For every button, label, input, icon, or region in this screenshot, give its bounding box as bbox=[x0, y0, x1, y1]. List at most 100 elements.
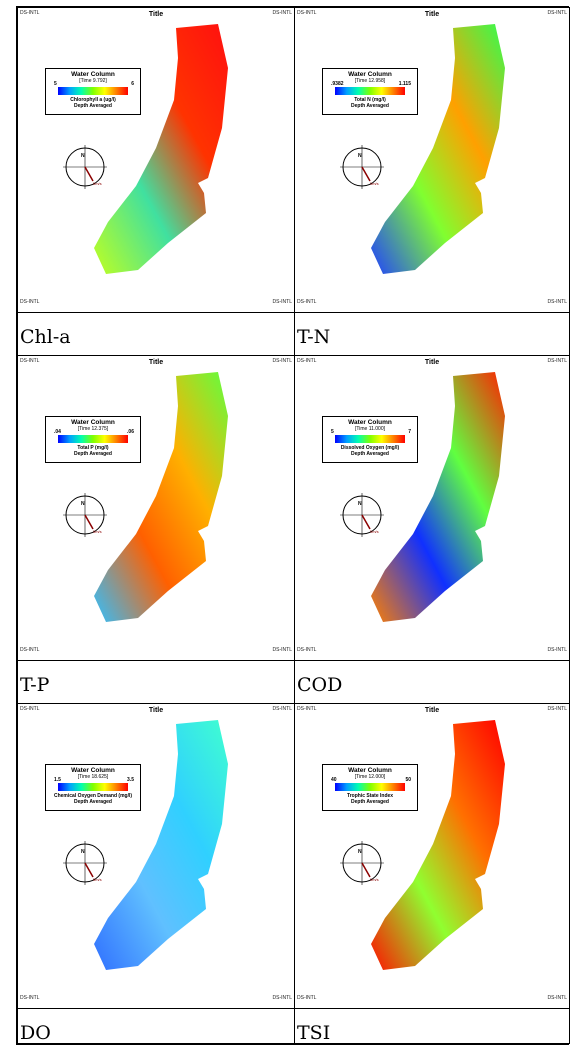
watermark-bottom-right: DS-INTL bbox=[547, 647, 567, 653]
watermark-top-left: DS-INTL bbox=[20, 358, 40, 364]
current-arrow-icon bbox=[84, 166, 94, 182]
watermark-bottom-right: DS-INTL bbox=[272, 647, 292, 653]
watermark-top-left: DS-INTL bbox=[297, 706, 317, 712]
watermark-bottom-left: DS-INTL bbox=[20, 647, 40, 653]
legend-colorbar bbox=[335, 435, 405, 443]
legend-min: 1.5 bbox=[54, 777, 61, 783]
color-legend: Water Column [Time 9.792] 5 6 Chlorophyl… bbox=[45, 68, 141, 115]
panel-title: Title bbox=[148, 359, 164, 366]
legend-time: [Time 18.625] bbox=[77, 774, 109, 780]
panel-label: T-P bbox=[20, 674, 50, 696]
map-area: Title DS-INTL DS-INTL DS-INTL DS-INTL Wa… bbox=[18, 356, 294, 661]
legend-max: 1.115 bbox=[398, 81, 411, 87]
lake-contour-map bbox=[371, 372, 505, 622]
watermark-bottom-right: DS-INTL bbox=[547, 995, 567, 1001]
lake-shape bbox=[94, 372, 228, 622]
north-label: N bbox=[358, 501, 362, 507]
panel-title: Title bbox=[424, 11, 440, 18]
compass-icon: N 5m/s bbox=[63, 841, 107, 885]
watermark-top-right: DS-INTL bbox=[272, 358, 292, 364]
legend-colorbar bbox=[58, 435, 128, 443]
legend-min: .04 bbox=[54, 429, 61, 435]
lake-shape bbox=[371, 720, 505, 970]
lake-contour-map bbox=[371, 24, 505, 274]
map-area: Title DS-INTL DS-INTL DS-INTL DS-INTL Wa… bbox=[295, 356, 569, 661]
compass-icon: N 5m/s bbox=[63, 493, 107, 537]
legend-variable: Chlorophyll a (ug/l) Depth Averaged bbox=[70, 97, 116, 109]
legend-header: Water Column bbox=[71, 71, 115, 78]
legend-header: Water Column bbox=[348, 71, 392, 78]
current-arrow-icon bbox=[361, 862, 371, 878]
current-arrow-icon bbox=[84, 862, 94, 878]
panel-label: Chl-a bbox=[20, 326, 71, 348]
watermark-top-right: DS-INTL bbox=[547, 10, 567, 16]
speed-label: 5m/s bbox=[93, 529, 102, 534]
compass-icon: N 5m/s bbox=[340, 145, 384, 189]
speed-label: 5m/s bbox=[93, 877, 102, 882]
color-legend: Water Column [Time 18.625] 1.5 3.5 Chemi… bbox=[45, 764, 141, 811]
color-legend: Water Column [Time 12.000] 40 50 Trophic… bbox=[322, 764, 418, 811]
legend-max: .06 bbox=[127, 429, 134, 435]
compass-icon: N 5m/s bbox=[63, 145, 107, 189]
legend-time: [Time 9.792] bbox=[79, 78, 107, 84]
legend-min: 5 bbox=[54, 81, 57, 87]
color-legend: Water Column [Time 11.000] 5 7 Dissolved… bbox=[322, 416, 418, 463]
color-legend: Water Column [Time 12.958] .9382 1.115 T… bbox=[322, 68, 418, 115]
map-area: Title DS-INTL DS-INTL DS-INTL DS-INTL Wa… bbox=[295, 8, 569, 313]
north-label: N bbox=[358, 849, 362, 855]
speed-label: 5m/s bbox=[370, 181, 379, 186]
watermark-bottom-left: DS-INTL bbox=[297, 299, 317, 305]
panel-title: Title bbox=[424, 707, 440, 714]
panel-title: Title bbox=[148, 11, 164, 18]
legend-colorbar bbox=[335, 783, 405, 791]
watermark-bottom-right: DS-INTL bbox=[272, 995, 292, 1001]
speed-label: 5m/s bbox=[370, 877, 379, 882]
lake-shape bbox=[94, 720, 228, 970]
watermark-top-left: DS-INTL bbox=[297, 10, 317, 16]
lake-contour-map bbox=[371, 720, 505, 970]
compass-icon: N 5m/s bbox=[340, 493, 384, 537]
legend-variable: Chemical Oxygen Demand (mg/l) Depth Avera… bbox=[53, 793, 133, 805]
legend-header: Water Column bbox=[71, 419, 115, 426]
panel-label: DO bbox=[20, 1022, 51, 1044]
map-panel-1: Title DS-INTL DS-INTL DS-INTL DS-INTL Wa… bbox=[17, 7, 295, 356]
legend-max: 6 bbox=[131, 81, 134, 87]
lake-contour-map bbox=[94, 372, 228, 622]
legend-time: [Time 12.375] bbox=[77, 426, 109, 432]
legend-colorbar bbox=[58, 87, 128, 95]
legend-header: Water Column bbox=[71, 767, 115, 774]
legend-min: 5 bbox=[331, 429, 334, 435]
lake-shape bbox=[94, 24, 228, 274]
map-panel-3: Title DS-INTL DS-INTL DS-INTL DS-INTL Wa… bbox=[17, 355, 295, 704]
legend-max: 50 bbox=[405, 777, 411, 783]
legend-time: [Time 12.958] bbox=[354, 78, 386, 84]
lake-shape bbox=[371, 372, 505, 622]
speed-label: 5m/s bbox=[370, 529, 379, 534]
map-panel-2: Title DS-INTL DS-INTL DS-INTL DS-INTL Wa… bbox=[294, 7, 570, 356]
legend-variable: Dissolved Oxygen (mg/l) Depth Averaged bbox=[340, 445, 400, 457]
watermark-bottom-left: DS-INTL bbox=[297, 647, 317, 653]
lake-shape bbox=[371, 24, 505, 274]
legend-variable: Total P (mg/l) Depth Averaged bbox=[74, 445, 112, 457]
north-label: N bbox=[358, 153, 362, 159]
legend-max: 3.5 bbox=[127, 777, 134, 783]
panel-label: TSI bbox=[297, 1022, 331, 1044]
watermark-bottom-left: DS-INTL bbox=[297, 995, 317, 1001]
map-panel-5: Title DS-INTL DS-INTL DS-INTL DS-INTL Wa… bbox=[17, 703, 295, 1044]
speed-label: 5m/s bbox=[93, 181, 102, 186]
watermark-top-left: DS-INTL bbox=[20, 10, 40, 16]
lake-contour-map bbox=[94, 24, 228, 274]
watermark-bottom-right: DS-INTL bbox=[547, 299, 567, 305]
watermark-top-right: DS-INTL bbox=[272, 706, 292, 712]
north-label: N bbox=[81, 849, 85, 855]
current-arrow-icon bbox=[84, 514, 94, 530]
panel-label: COD bbox=[297, 674, 343, 696]
legend-variable: Trophic State Index Depth Averaged bbox=[346, 793, 394, 805]
watermark-bottom-right: DS-INTL bbox=[272, 299, 292, 305]
panel-title: Title bbox=[424, 359, 440, 366]
legend-max: 7 bbox=[408, 429, 411, 435]
legend-min: 40 bbox=[331, 777, 337, 783]
legend-colorbar bbox=[335, 87, 405, 95]
legend-variable: Total N (mg/l) Depth Averaged bbox=[351, 97, 389, 109]
north-label: N bbox=[81, 501, 85, 507]
